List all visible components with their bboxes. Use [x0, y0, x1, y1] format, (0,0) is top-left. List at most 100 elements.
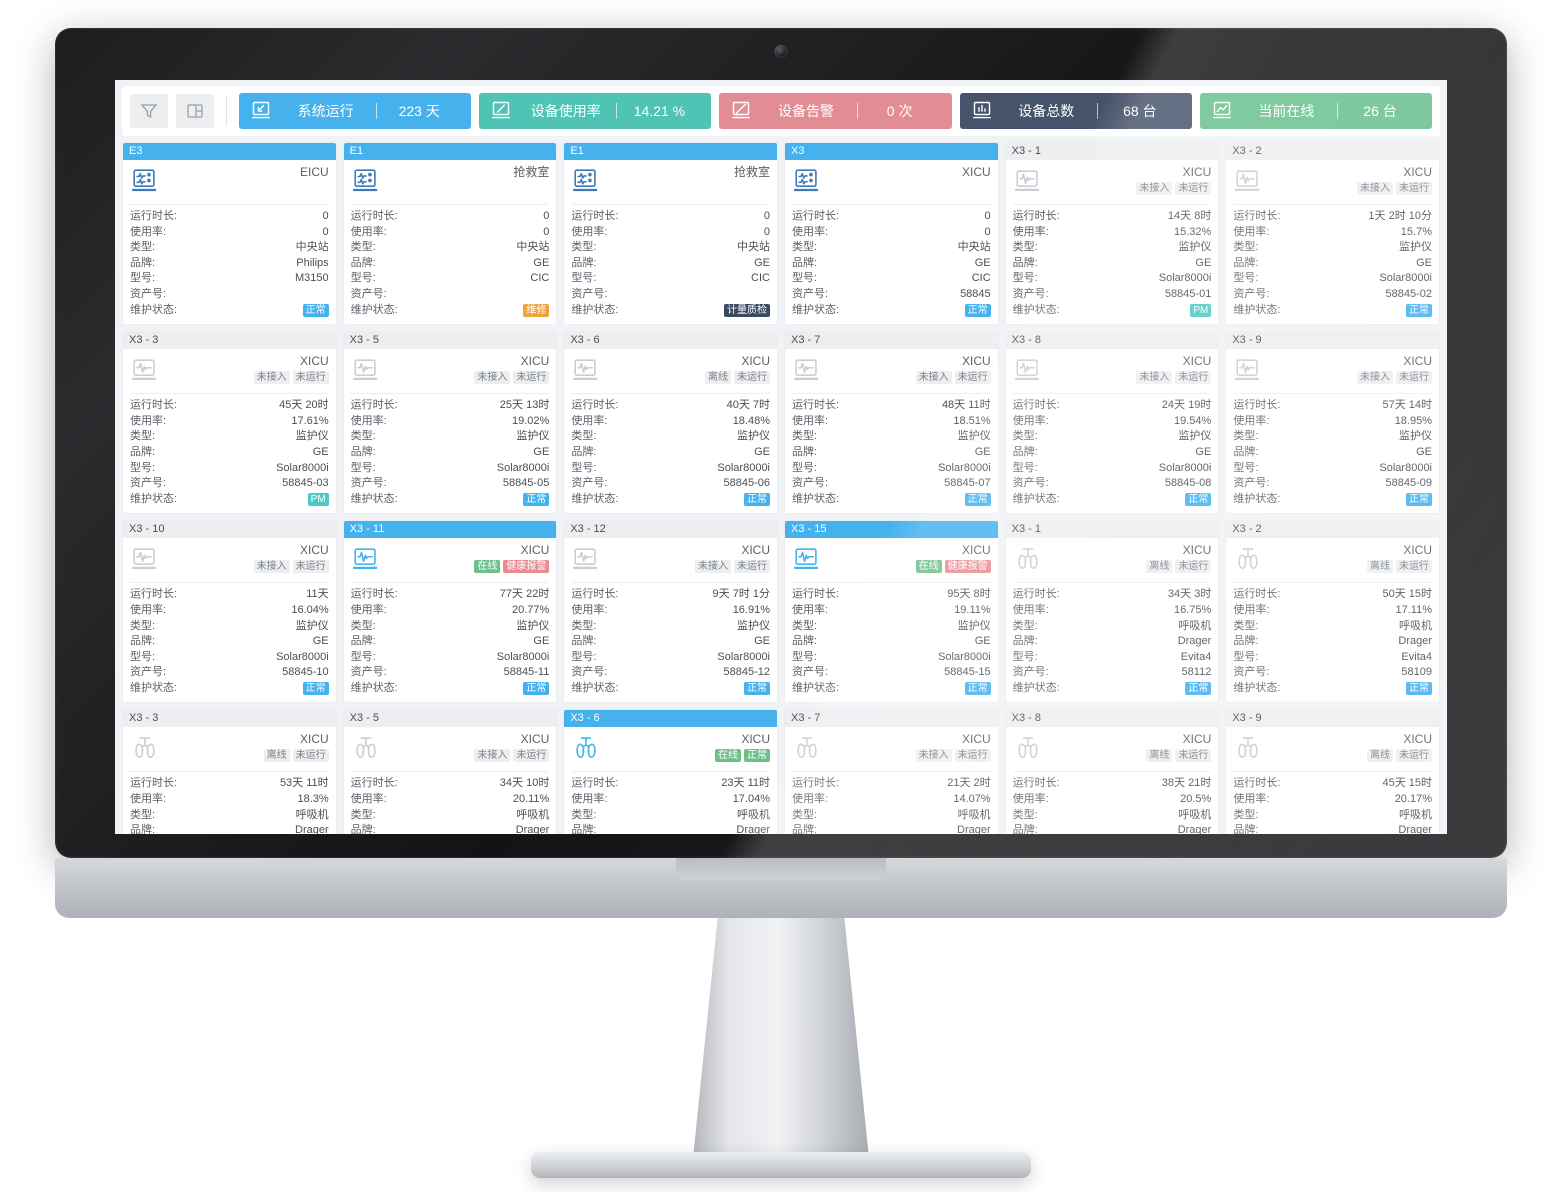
card-header[interactable]: X3 - 8: [1005, 332, 1219, 350]
card-divider: [1233, 582, 1432, 584]
filter-button[interactable]: [130, 94, 168, 128]
layout-button[interactable]: [176, 94, 214, 128]
card-header[interactable]: X3 - 12: [564, 521, 777, 539]
device-card[interactable]: X3 - 10 XICU 未接入 未运行 运行时长: 11天 使用率: 16.04…: [122, 520, 337, 704]
card-header[interactable]: E3: [123, 143, 336, 160]
maintenance-label: 维护状态:: [1233, 681, 1281, 694]
runtime-value: 38天 21时: [1161, 777, 1212, 790]
maintenance-label: 维护状态:: [792, 681, 840, 694]
card-header[interactable]: X3 - 3: [123, 710, 336, 728]
card-status-area: XICU 未接入 未运行: [915, 355, 991, 385]
type-label: 类型:: [1012, 808, 1038, 821]
card-header[interactable]: X3: [785, 143, 998, 160]
device-card[interactable]: E3 EICU 运行时长: 0 使用率: 0: [122, 142, 337, 326]
device-card[interactable]: X3 - 1 XICU 未接入 未运行 运行时长: 14天 8时 使用率: 15.…: [1004, 142, 1220, 326]
type-value: 监护仪: [957, 430, 991, 443]
card-header[interactable]: X3 - 7: [785, 332, 998, 350]
maintenance-label: 维护状态:: [1233, 492, 1281, 505]
maintenance-row: 维护状态: 正常: [792, 492, 991, 508]
device-card[interactable]: X3 - 6 XICU 离线 未运行 运行时长: 40天 7时 使用率: 18.4…: [563, 331, 778, 515]
device-card[interactable]: X3 - 15 XICU 在线 健康报警 运行时长: 95天 8时 使用率: 19…: [784, 520, 999, 704]
device-card[interactable]: X3 - 5 XICU 未接入 未运行 运行时长: 25天 13时 使用率: 19…: [342, 331, 558, 515]
kpi-card-1[interactable]: 系统运行 223 天: [239, 93, 472, 129]
card-header[interactable]: X3 - 9: [1226, 710, 1439, 728]
card-header[interactable]: X3 - 5: [343, 710, 557, 728]
asset-row: 资产号: 58112: [1013, 665, 1212, 681]
card-header[interactable]: X3 - 8: [1005, 710, 1219, 728]
device-card[interactable]: X3 - 8 XICU 未接入 未运行 运行时长: 24天 19时 使用率: 19…: [1004, 331, 1220, 515]
brand-row: 品牌: Drager: [571, 823, 770, 834]
card-header[interactable]: X3 - 7: [785, 710, 998, 728]
device-card[interactable]: X3 - 7 XICU 未接入 未运行 运行时长: 48天 11时 使用率: 18…: [784, 331, 999, 515]
asset-row: 资产号: 58845-07: [792, 476, 991, 492]
device-card[interactable]: X3 - 9 XICU 离线 未运行 运行时长: 45天 15时 使用率: 20.…: [1225, 709, 1440, 834]
maintenance-label: 维护状态:: [571, 492, 619, 505]
card-header[interactable]: X3 - 11: [343, 521, 557, 539]
usage-label: 使用率:: [571, 603, 608, 616]
card-header[interactable]: X3 - 1: [1005, 143, 1219, 160]
device-card[interactable]: X3 - 11 XICU 在线 健康报警 运行时长: 77天 22时 使用率: 2…: [342, 520, 558, 704]
device-card[interactable]: X3 - 7 XICU 未接入 未运行 运行时长: 21天 2时 使用率: 14.…: [784, 709, 999, 834]
type-label: 类型:: [1233, 430, 1259, 443]
usage-label: 使用率:: [1012, 603, 1049, 616]
kpi-card-4[interactable]: 设备总数 68 台: [959, 93, 1192, 129]
device-card[interactable]: X3 - 12 XICU 未接入 未运行 运行时长: 9天 7时 1分 使用率: …: [563, 520, 778, 704]
runtime-row: 运行时长: 24天 19时: [1013, 398, 1212, 414]
card-header[interactable]: X3 - 3: [123, 332, 336, 350]
card-header[interactable]: X3 - 10: [123, 521, 336, 539]
card-summary: XICU 未接入 未运行: [344, 727, 557, 771]
card-divider: [350, 204, 550, 205]
neck-notch: [676, 858, 886, 880]
kpi-card-3[interactable]: 设备告警 0 次: [719, 93, 952, 129]
device-card[interactable]: X3 - 8 XICU 离线 未运行 运行时长: 38天 21时 使用率: 20.…: [1004, 709, 1220, 834]
device-card[interactable]: E1 抢救室 运行时长: 0 使用率: 0: [563, 142, 778, 326]
card-header[interactable]: X3 - 5: [343, 332, 557, 350]
card-header[interactable]: X3 - 6: [564, 332, 777, 350]
device-card[interactable]: X3 - 9 XICU 未接入 未运行 运行时长: 57天 14时 使用率: 18…: [1225, 331, 1440, 515]
card-header[interactable]: X3 - 6: [564, 710, 777, 728]
device-card[interactable]: X3 - 1 XICU 离线 未运行 运行时长: 34天 3时 使用率: 16.7…: [1004, 520, 1220, 704]
asset-label: 资产号:: [1012, 666, 1049, 679]
card-status-area: XICU 未接入 未运行: [1136, 355, 1212, 385]
asset-row: 资产号: 58845-10: [130, 665, 329, 681]
type-label: 类型:: [350, 430, 376, 443]
brand-label: 品牌:: [571, 256, 597, 269]
brand-label: 品牌:: [792, 824, 818, 834]
device-card[interactable]: X3 XICU 运行时长: 0 使用率: 0: [784, 142, 999, 326]
card-header[interactable]: X3 - 15: [785, 521, 998, 539]
device-card[interactable]: E1 抢救室 运行时长: 0 使用率: 0: [342, 142, 558, 326]
model-row: 型号: Solar8000i: [1233, 461, 1432, 477]
runtime-row: 运行时长: 57天 14时: [1233, 398, 1432, 414]
department-label: XICU: [741, 732, 770, 747]
device-card[interactable]: X3 - 2 XICU 离线 未运行 运行时长: 50天 15时 使用率: 17.…: [1225, 520, 1440, 704]
type-row: 类型: 呼吸机: [351, 808, 550, 824]
device-card[interactable]: X3 - 6 XICU 在线 正常 运行时长: 23天 11时 使用率: 17.0…: [563, 709, 778, 834]
device-card[interactable]: X3 - 2 XICU 未接入 未运行 运行时长: 1天 2时 10分 使用率: …: [1225, 142, 1440, 326]
device-card[interactable]: X3 - 3 XICU 离线 未运行 运行时长: 53天 11时 使用率: 18.…: [122, 709, 337, 834]
card-header[interactable]: X3 - 2: [1226, 143, 1439, 160]
model-row: 型号: Solar8000i: [130, 650, 329, 666]
asset-row: 资产号: 58845-15: [792, 665, 991, 681]
usage-row: 使用率: 18.51%: [792, 414, 991, 430]
card-details: 运行时长: 1天 2时 10分 使用率: 15.7% 类型: 监护仪 品牌: G…: [1226, 205, 1439, 324]
card-divider: [350, 771, 550, 773]
card-header[interactable]: X3 - 9: [1226, 332, 1439, 350]
card-header[interactable]: X3 - 1: [1005, 521, 1219, 539]
kpi-card-2[interactable]: 设备使用率 14.21 %: [479, 93, 712, 129]
card-header[interactable]: E1: [564, 143, 777, 160]
status-badge: PM: [307, 493, 329, 507]
card-divider: [792, 582, 991, 584]
brand-label: 品牌:: [1233, 445, 1259, 458]
ventilator-icon: [1233, 733, 1263, 763]
kpi-card-5[interactable]: 当前在线 26 台: [1199, 93, 1433, 129]
type-value: 监护仪: [516, 619, 550, 632]
card-header[interactable]: E1: [343, 143, 557, 160]
brand-value: Drager: [295, 824, 329, 834]
device-card[interactable]: X3 - 3 XICU 未接入 未运行 运行时长: 45天 20时 使用率: 17…: [122, 331, 337, 515]
model-row: 型号: CIC: [351, 271, 550, 287]
card-status-area: XICU 未接入 未运行: [1136, 166, 1212, 195]
card-header[interactable]: X3 - 2: [1226, 521, 1439, 539]
usage-row: 使用率: 20.17%: [1233, 792, 1432, 808]
device-card[interactable]: X3 - 5 XICU 未接入 未运行 运行时长: 34天 10时 使用率: 20…: [342, 709, 558, 834]
